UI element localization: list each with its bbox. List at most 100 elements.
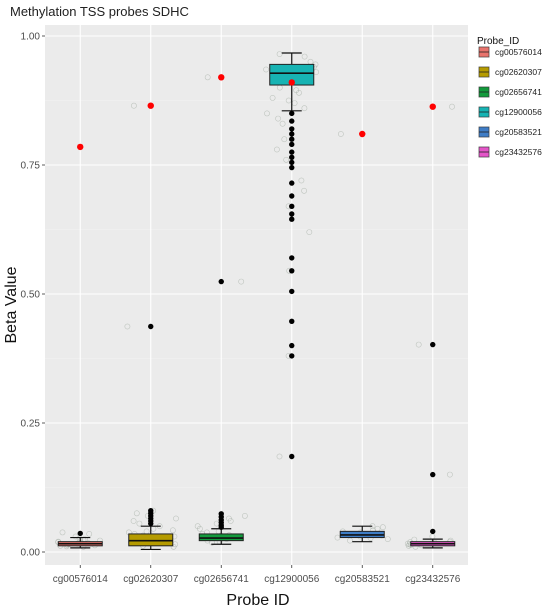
jitter-point: [130, 102, 137, 109]
box-cg02656741: [194, 74, 248, 546]
outlier-point: [289, 216, 295, 222]
legend-title: Probe_ID: [477, 36, 519, 47]
jitter-point: [59, 529, 66, 536]
outlier-point: [289, 318, 295, 324]
jitter-point: [449, 103, 455, 110]
x-tick-label: cg20583521: [335, 574, 390, 585]
plot-panel: [45, 25, 468, 565]
jitter-point: [225, 515, 232, 522]
mean-point: [147, 102, 154, 109]
x-tick-label: cg02656741: [194, 574, 249, 585]
outlier-point: [289, 453, 295, 460]
panel-background: [45, 25, 468, 565]
outlier-point: [289, 118, 295, 124]
outlier-point: [289, 164, 295, 171]
outlier-point: [289, 126, 295, 132]
jitter-point: [276, 453, 283, 460]
jitter-point: [298, 177, 305, 184]
y-tick-label: 0.00: [21, 548, 41, 559]
outlier-point: [289, 203, 295, 209]
jitter-point: [204, 74, 211, 81]
outlier-point: [148, 323, 154, 330]
outlier-point: [289, 288, 295, 295]
legend: Probe_ID cg00576014 cg02620307 cg02656741 c…: [477, 36, 542, 158]
jitter-point: [136, 520, 143, 527]
outlier-point: [289, 141, 295, 148]
box-cg00576014: [55, 143, 103, 550]
jitter-point: [169, 527, 176, 534]
jitter-point: [446, 471, 453, 478]
outlier-point: [289, 342, 295, 349]
jitter-point: [275, 115, 281, 122]
box-cg02620307: [124, 102, 179, 551]
legend-label: cg02656741: [495, 87, 542, 97]
jitter-point: [301, 53, 308, 60]
y-tick-label: 0.75: [21, 161, 41, 172]
y-axis: 0.00 0.25 0.50 0.75 1.00: [21, 32, 45, 559]
jitter-point: [273, 146, 280, 153]
outlier-point: [289, 110, 295, 117]
y-axis-title: Beta Value: [3, 266, 20, 343]
outlier-point: [289, 193, 295, 199]
box-cg12900056: [263, 51, 319, 460]
outlier-point: [148, 508, 154, 514]
jitter-point: [133, 510, 140, 517]
x-tick-label: cg00576014: [53, 574, 108, 585]
mean-point: [288, 79, 295, 86]
x-axis-title: Probe ID: [226, 592, 289, 609]
jitter-point: [264, 110, 270, 117]
jitter-point: [283, 156, 290, 163]
x-tick-label: cg12900056: [264, 574, 319, 585]
jitter-point: [279, 120, 286, 127]
outlier-point: [289, 149, 295, 155]
y-tick-label: 0.50: [21, 290, 41, 301]
outlier-point: [289, 255, 295, 261]
mean-point: [429, 103, 436, 110]
jitter-point: [241, 513, 248, 519]
jitter-point: [384, 536, 391, 542]
x-axis: cg00576014 cg02620307 cg02656741 cg12900056…: [53, 565, 461, 585]
jitter-point: [281, 136, 288, 143]
outlier-point: [289, 159, 295, 166]
legend-label: cg00576014: [495, 47, 542, 57]
outlier-point: [289, 180, 295, 186]
x-tick-label: cg02620307: [123, 574, 178, 585]
jitter-point: [301, 187, 307, 194]
jitter-point: [306, 229, 313, 235]
outlier-point: [289, 211, 295, 217]
jitter-point: [194, 523, 201, 530]
chart-title: Methylation TSS probes SDHC: [10, 4, 189, 19]
y-tick-label: 0.25: [21, 419, 41, 430]
outlier-point: [289, 136, 295, 142]
legend-label: cg20583521: [495, 127, 542, 137]
outlier-point: [289, 353, 295, 359]
jitter-point: [238, 278, 245, 285]
box-cg23432576: [404, 103, 456, 550]
outlier-point: [289, 268, 295, 274]
x-tick-label: cg23432576: [405, 574, 460, 585]
jitter-point: [415, 341, 422, 348]
outlier-point: [289, 131, 295, 137]
jitter-point: [379, 524, 386, 531]
jitter-point: [337, 131, 344, 137]
y-tick-label: 1.00: [21, 32, 41, 43]
jitter-point: [173, 515, 179, 522]
outlier-point: [430, 341, 436, 348]
box-cg20583521: [334, 130, 391, 544]
jitter-point: [263, 66, 269, 73]
jitter-point: [124, 323, 131, 330]
legend-label: cg12900056: [495, 107, 542, 117]
jitter-point: [301, 105, 308, 112]
jitter-point: [276, 51, 283, 57]
legend-label: cg23432576: [495, 147, 542, 157]
jitter-point: [130, 518, 137, 524]
jitter-point: [293, 87, 300, 94]
mean-point: [359, 130, 366, 138]
legend-label: cg02620307: [495, 67, 542, 77]
mean-point: [77, 143, 84, 151]
jitter-point: [86, 531, 93, 537]
outlier-point: [77, 530, 83, 537]
outlier-point: [218, 511, 224, 517]
outlier-point: [218, 278, 224, 285]
